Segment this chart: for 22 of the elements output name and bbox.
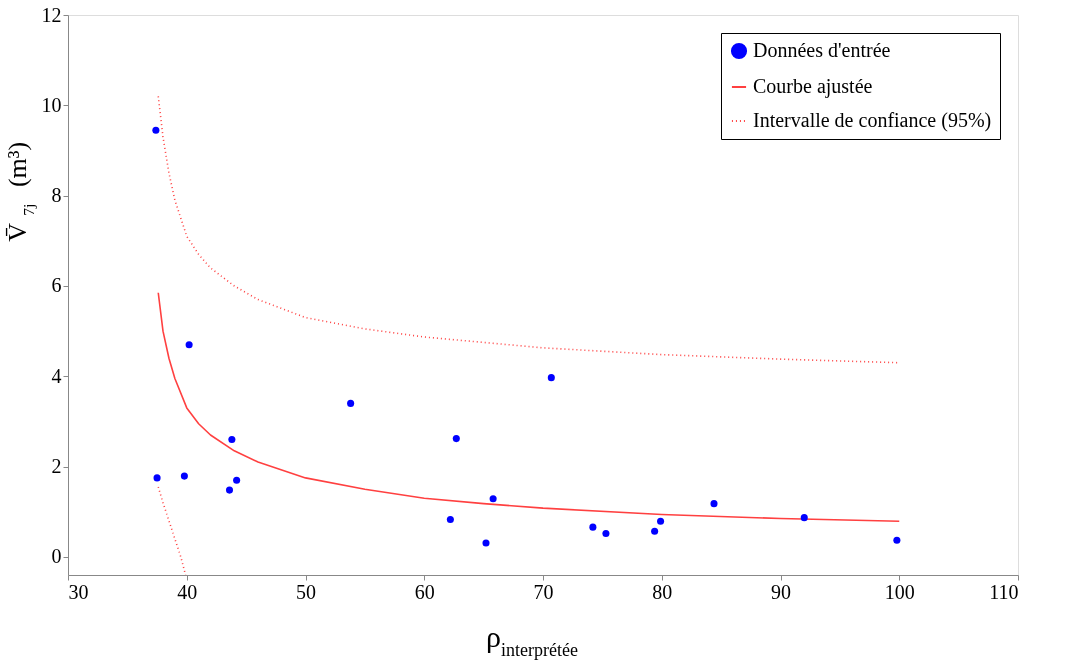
y-tick-label: 12 <box>41 3 62 26</box>
y-tick-label: 6 <box>51 274 62 297</box>
x-tick-label: 40 <box>177 580 198 603</box>
line-series <box>157 486 187 575</box>
y-tick-label: 10 <box>41 93 62 116</box>
y-axis-title: V̄7j (m³) <box>3 141 37 242</box>
x-tick-label: 50 <box>296 580 316 603</box>
y-tick-label: 8 <box>51 184 62 207</box>
x-tick-label: 30 <box>68 580 89 603</box>
y-tick-label: 2 <box>51 455 62 478</box>
y-tick-label: 0 <box>51 545 62 568</box>
x-tick-label: 90 <box>771 580 791 603</box>
y-tick-label: 4 <box>51 364 62 387</box>
x-tick-label: 70 <box>533 580 554 603</box>
line-series <box>157 291 901 523</box>
legend-label: Courbe ajustée <box>753 75 873 98</box>
x-tick-label: 110 <box>989 580 1019 603</box>
legend-label: Intervalle de confiance (95%) <box>753 109 992 132</box>
x-tick-label: 80 <box>652 580 673 603</box>
legend-label: Données d'entrée <box>753 39 891 61</box>
x-tick-label: 100 <box>884 580 915 603</box>
x-tick-label: 60 <box>414 580 435 603</box>
